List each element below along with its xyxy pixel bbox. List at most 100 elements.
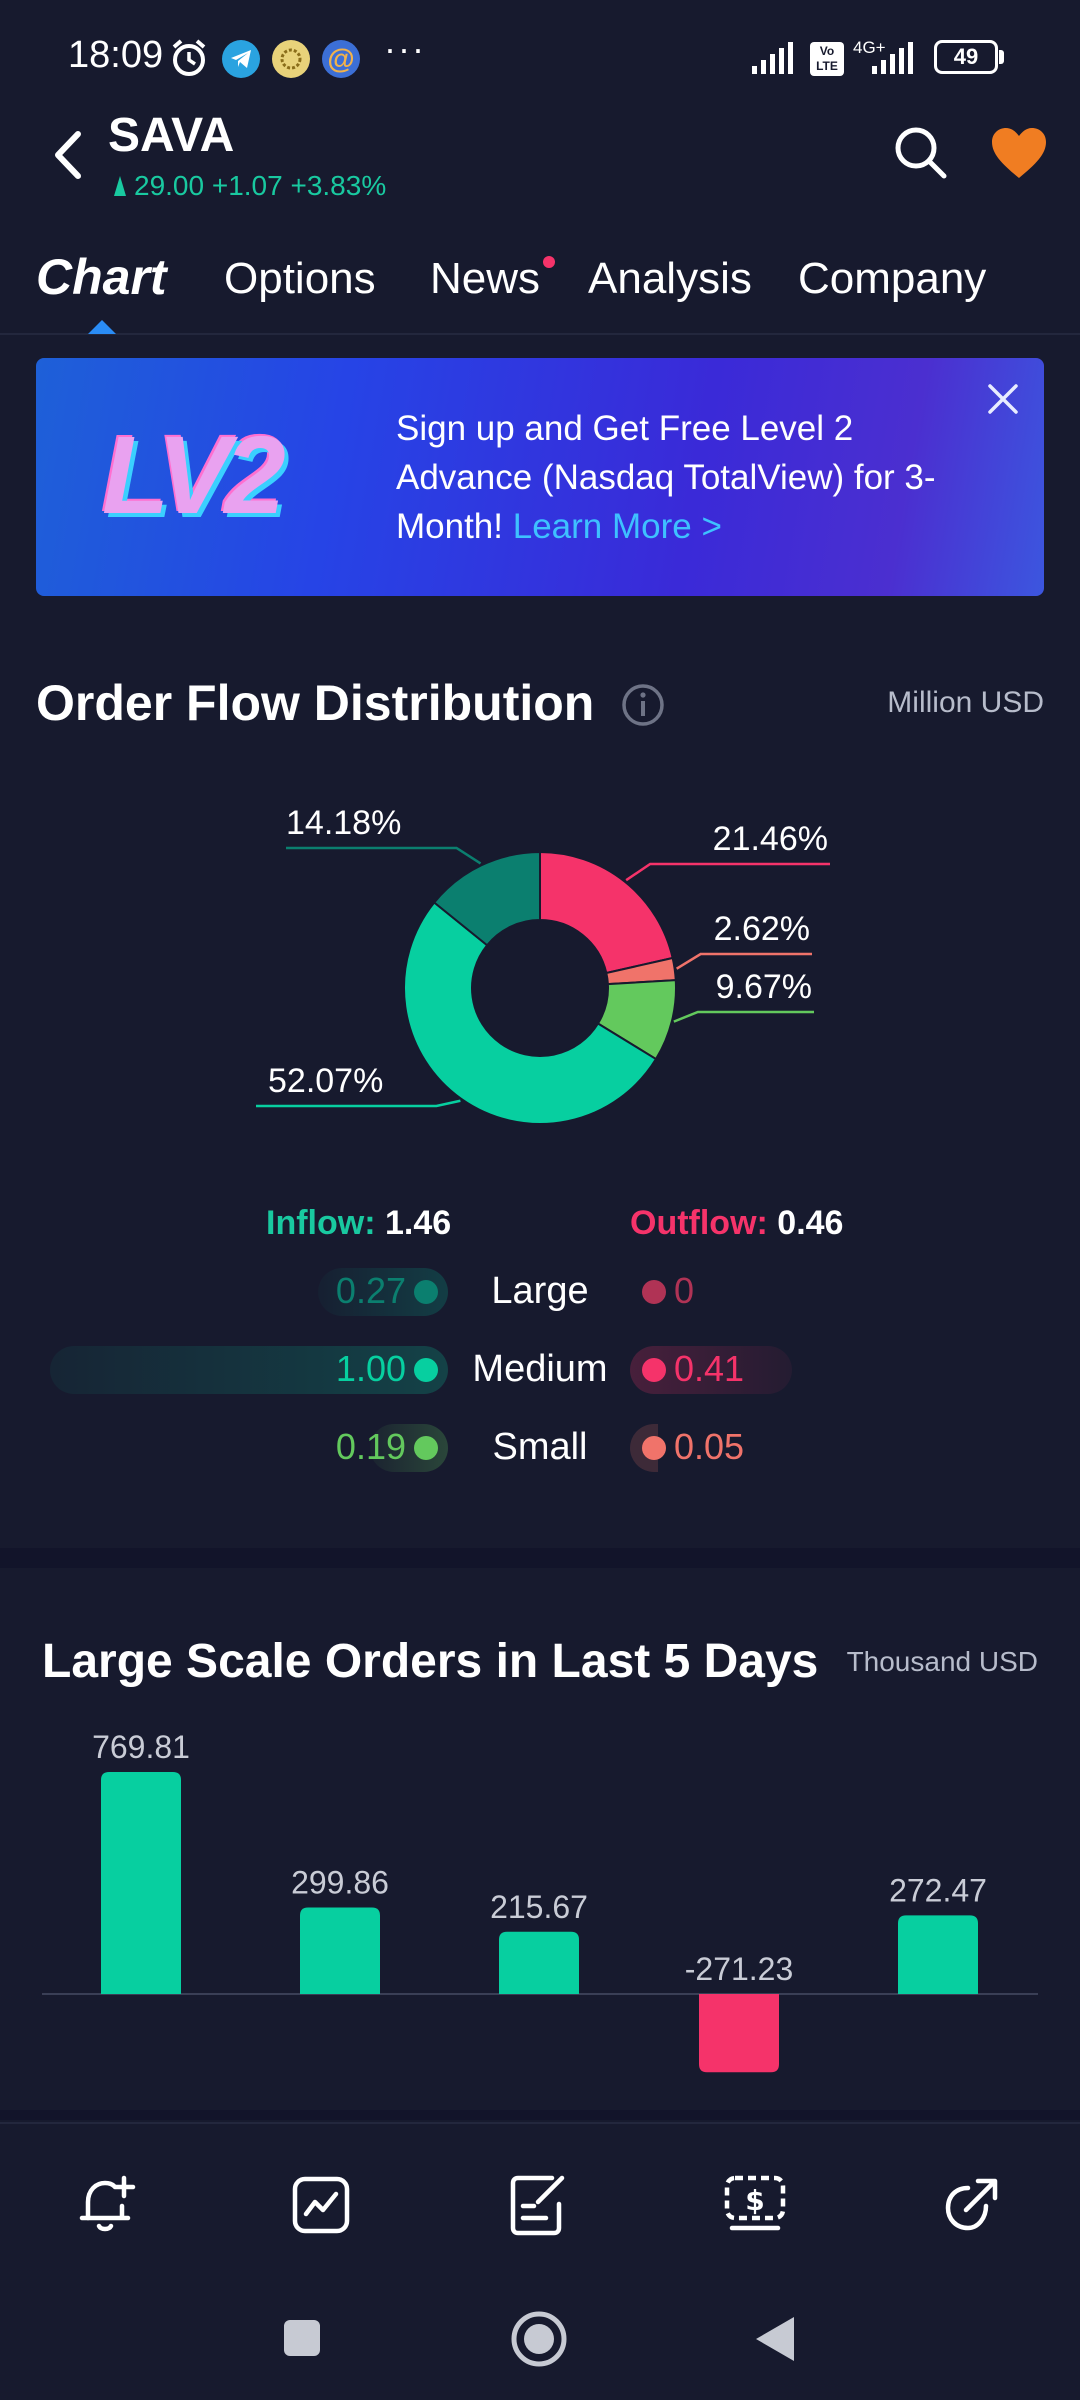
alarm-icon (172, 39, 206, 76)
donut-slice-label: 52.07% (268, 1062, 383, 1100)
small-outflow-dot (642, 1436, 666, 1460)
bar (898, 1915, 978, 1994)
battery-tip (999, 50, 1004, 64)
tab-news-label: News (430, 254, 541, 303)
chart-line-icon[interactable] (290, 2174, 352, 2236)
bottom-toolbar: $ (0, 2122, 1080, 2400)
order-flow-title: Order Flow Distribution (36, 675, 595, 731)
banner-text: Sign up and Get Free Level 2 Advance (Na… (396, 404, 996, 551)
order-flow-unit: Million USD (887, 686, 1044, 719)
back-button[interactable] (40, 120, 100, 190)
active-tab-indicator (88, 320, 116, 334)
tab-options[interactable]: Options (224, 254, 376, 304)
status-bar: 18:09 @ ··· Vo LTE 4G+ 49 (0, 0, 1080, 110)
donut-leader-line (286, 846, 482, 865)
recent-apps-button[interactable] (284, 2320, 320, 2356)
donut-slice-label: 21.46% (713, 820, 828, 858)
bar (300, 1907, 380, 1994)
home-button[interactable] (510, 2310, 568, 2368)
signal-icon-2 (872, 42, 913, 74)
tab-company[interactable]: Company (798, 254, 986, 304)
svg-text:$: $ (745, 2184, 764, 2217)
status-time: 18:09 (68, 34, 164, 76)
flow-row-large: 0.27 Large 0 (0, 1268, 1080, 1316)
search-icon[interactable] (892, 124, 950, 182)
favorite-heart-icon[interactable] (990, 126, 1048, 180)
small-inflow-value: 0.19 (335, 1426, 406, 1467)
outflow-label: Outflow: (630, 1204, 768, 1242)
order-flow-donut-chart: 21.46% 2.62% 9.67% 52.07% 14.18% (256, 804, 830, 1125)
flow-row-small: 0.19 Small 0.05 (0, 1424, 1080, 1472)
bar-value-label: -271.23 (685, 1951, 794, 1987)
donut-leader-line (256, 1099, 461, 1108)
donut-slice-label: 14.18% (286, 804, 401, 842)
lv2-logo: LV2 (102, 414, 286, 537)
back-nav-button[interactable] (752, 2314, 798, 2364)
bar (101, 1772, 181, 1994)
large-outflow-value: 0 (674, 1270, 695, 1311)
donut-leader-line (625, 862, 830, 882)
battery-level: 49 (953, 44, 979, 69)
signal-icon (752, 42, 793, 74)
tab-news[interactable]: News (430, 254, 540, 304)
tab-company-label: Company (798, 254, 987, 303)
inflow-label: Inflow: (266, 1204, 376, 1242)
battery-icon: 49 (934, 40, 998, 74)
bar-value-label: 299.86 (291, 1865, 389, 1901)
donut-slice (432, 850, 541, 947)
outflow-value: 0.46 (777, 1204, 844, 1242)
bar-value-label: 215.67 (490, 1889, 588, 1925)
small-outflow-value: 0.05 (674, 1426, 745, 1467)
chart-bottom-divider (0, 2110, 1080, 2120)
donut-leader-line (673, 1010, 814, 1023)
small-label: Small (492, 1426, 588, 1468)
flow-row-medium: 1.00 Medium 0.41 (0, 1346, 1080, 1394)
bar-value-label: 769.81 (92, 1729, 190, 1765)
bell-plus-icon[interactable] (74, 2172, 140, 2238)
price-line: 29.00 +1.07 +3.83% (112, 170, 386, 202)
donut-slice-label: 2.62% (714, 910, 810, 948)
tab-analysis-label: Analysis (588, 254, 752, 303)
news-badge-dot (543, 256, 555, 268)
bar (699, 1994, 779, 2073)
tab-bar: Chart Options News Analysis Company (0, 240, 1080, 335)
info-icon[interactable] (620, 682, 666, 728)
tab-analysis[interactable]: Analysis (588, 254, 752, 304)
note-edit-icon[interactable] (508, 2172, 570, 2236)
medium-outflow-value: 0.41 (674, 1348, 745, 1389)
large-orders-title: Large Scale Orders in Last 5 Days (42, 1635, 819, 1688)
large-label: Large (491, 1270, 589, 1312)
donut-leader-line (675, 952, 812, 970)
medium-inflow-bar (50, 1346, 448, 1394)
large-outflow-dot (642, 1280, 666, 1304)
tab-options-label: Options (224, 254, 376, 303)
medium-inflow-value: 1.00 (335, 1348, 406, 1389)
volte-badge: Vo LTE (810, 42, 844, 76)
network-type: 4G+ (853, 38, 886, 57)
donut-slice (539, 850, 674, 975)
app-notification-icon (272, 40, 310, 78)
promo-banner[interactable]: LV2 Sign up and Get Free Level 2 Advance… (36, 358, 1044, 596)
learn-more-link[interactable]: Learn More > (512, 507, 722, 546)
small-inflow-dot (414, 1436, 438, 1460)
tab-chart[interactable]: Chart (36, 248, 167, 306)
more-notifications-icon: ··· (384, 28, 426, 69)
close-icon[interactable] (986, 382, 1020, 416)
up-arrow-icon (114, 176, 126, 196)
tab-chart-label: Chart (36, 249, 167, 305)
banner-message: Sign up and Get Free Level 2 Advance (Na… (396, 409, 936, 546)
medium-label: Medium (472, 1348, 608, 1390)
inflow-summary: Inflow: 1.46 (266, 1204, 451, 1243)
large-inflow-dot (414, 1280, 438, 1304)
medium-inflow-dot (414, 1358, 438, 1382)
donut-slice-label: 9.67% (716, 968, 812, 1006)
share-arrow-icon[interactable] (940, 2172, 1004, 2236)
section-divider (0, 1548, 1080, 1568)
large-inflow-value: 0.27 (335, 1270, 406, 1311)
dollar-screen-icon[interactable]: $ (722, 2170, 788, 2236)
donut-slice (403, 901, 658, 1125)
at-sign-icon: @ (322, 40, 360, 78)
medium-outflow-dot (642, 1358, 666, 1382)
bar (499, 1931, 579, 1994)
telegram-icon (222, 40, 260, 78)
